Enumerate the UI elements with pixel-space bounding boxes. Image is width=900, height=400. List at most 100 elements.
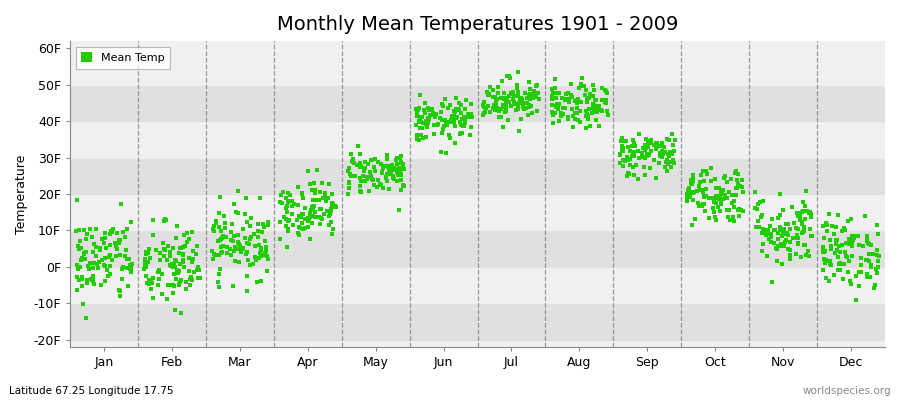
Point: [206, 226, 220, 232]
Point: [626, 164, 640, 170]
Point: [218, 224, 232, 231]
Point: [437, 95, 452, 102]
Point: [503, 75, 517, 81]
Point: [464, 111, 478, 118]
Point: [586, 93, 600, 100]
Point: [791, 210, 806, 216]
Point: [446, 108, 461, 114]
Point: [520, 100, 535, 107]
Point: [260, 268, 274, 274]
Point: [236, 245, 250, 252]
Point: [159, 295, 174, 302]
Point: [500, 100, 514, 106]
Point: [454, 129, 468, 136]
Point: [665, 142, 680, 149]
Point: [632, 131, 646, 138]
Point: [464, 100, 478, 107]
Point: [397, 166, 411, 172]
Point: [390, 169, 404, 175]
Point: [797, 202, 812, 209]
Point: [764, 234, 778, 240]
Point: [663, 148, 678, 155]
Point: [499, 108, 513, 114]
Point: [781, 221, 796, 228]
Point: [307, 203, 321, 210]
Point: [815, 223, 830, 230]
Point: [691, 203, 706, 209]
Point: [586, 82, 600, 88]
Point: [346, 158, 360, 164]
Point: [394, 187, 409, 193]
Point: [569, 110, 583, 116]
Point: [780, 232, 795, 239]
Point: [870, 252, 885, 258]
Point: [184, 282, 198, 288]
Bar: [70, 121, 885, 158]
Point: [524, 103, 538, 110]
Point: [546, 120, 561, 126]
Point: [497, 90, 511, 96]
Point: [626, 153, 641, 159]
Point: [850, 233, 865, 239]
Point: [462, 114, 476, 121]
Point: [680, 191, 694, 198]
Point: [779, 230, 794, 236]
Point: [285, 211, 300, 217]
Point: [178, 286, 193, 292]
Point: [480, 88, 494, 95]
Point: [592, 123, 607, 129]
Point: [580, 99, 594, 105]
Point: [301, 168, 315, 174]
Point: [616, 135, 630, 142]
Point: [828, 237, 842, 243]
Point: [724, 176, 738, 183]
Point: [436, 126, 451, 133]
Point: [240, 257, 255, 263]
Point: [409, 122, 423, 128]
Point: [306, 202, 320, 209]
Point: [644, 148, 658, 154]
Point: [796, 228, 811, 235]
Point: [653, 142, 668, 149]
Point: [142, 277, 157, 284]
Point: [574, 99, 589, 106]
Point: [802, 253, 816, 260]
Point: [231, 239, 246, 246]
Point: [182, 268, 196, 274]
Point: [420, 105, 435, 112]
Point: [635, 154, 650, 160]
Point: [292, 230, 306, 237]
Point: [756, 198, 770, 204]
Point: [72, 246, 86, 252]
Point: [643, 165, 657, 172]
Point: [184, 274, 198, 280]
Point: [572, 99, 586, 106]
Point: [552, 118, 566, 124]
Point: [436, 123, 451, 129]
Point: [508, 99, 522, 105]
Point: [864, 262, 878, 268]
Point: [632, 155, 646, 162]
Point: [551, 105, 565, 111]
Point: [415, 125, 429, 131]
Point: [833, 249, 848, 256]
Point: [653, 152, 668, 159]
Point: [138, 256, 152, 262]
Point: [385, 174, 400, 181]
Point: [843, 216, 858, 223]
Point: [71, 266, 86, 272]
Point: [239, 240, 254, 246]
Point: [831, 267, 845, 273]
Point: [579, 108, 593, 114]
Point: [791, 212, 806, 219]
Point: [668, 136, 682, 143]
Point: [234, 245, 248, 251]
Point: [871, 231, 886, 237]
Point: [775, 241, 789, 248]
Point: [100, 267, 114, 274]
Point: [698, 167, 713, 174]
Point: [73, 264, 87, 270]
Point: [697, 201, 711, 208]
Point: [752, 199, 767, 206]
Point: [725, 214, 740, 220]
